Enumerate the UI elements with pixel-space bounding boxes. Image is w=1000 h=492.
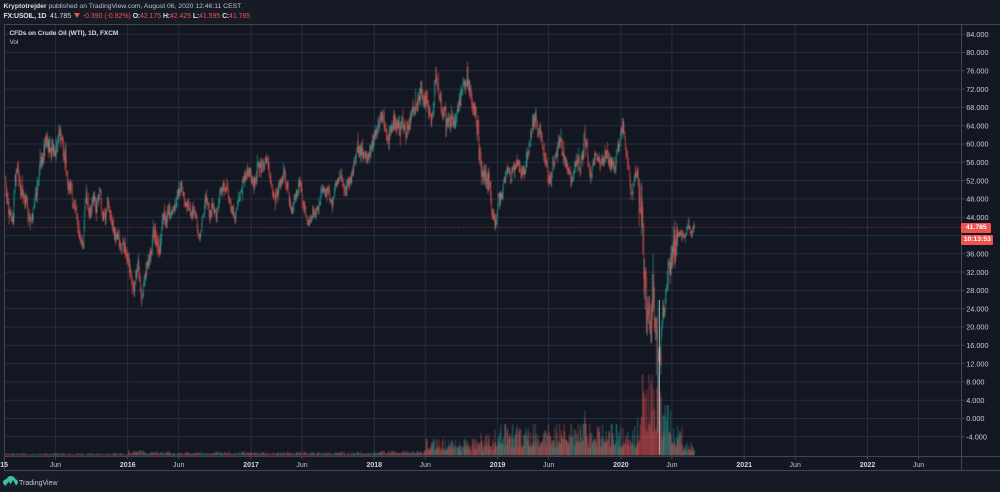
svg-text:2021: 2021 (736, 462, 752, 469)
svg-text:2019: 2019 (490, 462, 506, 469)
svg-text:2018: 2018 (367, 462, 383, 469)
svg-text:TradingView: TradingView (19, 480, 58, 487)
svg-text:Jun: Jun (913, 462, 924, 469)
svg-text:64.000: 64.000 (966, 121, 988, 130)
svg-text:12.000: 12.000 (966, 359, 988, 368)
svg-text:Jun: Jun (296, 462, 307, 469)
svg-text:84.000: 84.000 (966, 30, 988, 39)
svg-text:4.000: 4.000 (966, 396, 984, 405)
svg-text:2022: 2022 (860, 462, 876, 469)
svg-text:2017: 2017 (243, 462, 259, 469)
svg-text:16.000: 16.000 (966, 341, 988, 350)
svg-text:56.000: 56.000 (966, 158, 988, 167)
svg-text:Jun: Jun (543, 462, 554, 469)
svg-text:2015: 2015 (0, 462, 8, 469)
svg-text:48.000: 48.000 (966, 195, 988, 204)
svg-text:-4.000: -4.000 (966, 433, 987, 442)
svg-text:28.000: 28.000 (966, 286, 988, 295)
svg-text:36.000: 36.000 (966, 250, 988, 259)
svg-text:Jun: Jun (790, 462, 801, 469)
svg-text:Jun: Jun (50, 462, 61, 469)
svg-text:72.000: 72.000 (966, 85, 988, 94)
svg-text:2016: 2016 (120, 462, 136, 469)
svg-text:44.000: 44.000 (966, 213, 988, 222)
svg-text:60.000: 60.000 (966, 140, 988, 149)
svg-text:76.000: 76.000 (966, 67, 988, 76)
svg-text:68.000: 68.000 (966, 103, 988, 112)
svg-text:0.000: 0.000 (966, 414, 984, 423)
svg-text:20.000: 20.000 (966, 323, 988, 332)
svg-text:Jun: Jun (173, 462, 184, 469)
svg-text:8.000: 8.000 (966, 378, 984, 387)
svg-text:2020: 2020 (613, 462, 629, 469)
svg-text:Jun: Jun (420, 462, 431, 469)
svg-text:80.000: 80.000 (966, 48, 988, 57)
svg-text:Jun: Jun (666, 462, 677, 469)
svg-text:24.000: 24.000 (966, 304, 988, 313)
svg-text:32.000: 32.000 (966, 268, 988, 277)
svg-text:52.000: 52.000 (966, 176, 988, 185)
